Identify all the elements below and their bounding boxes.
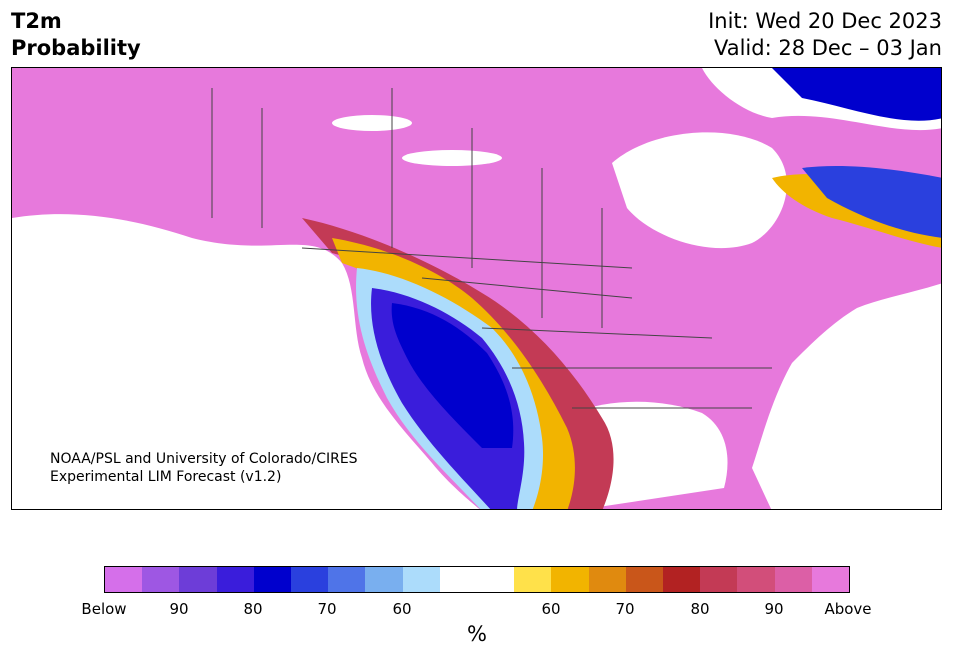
colorbar-tick-label: 70: [615, 600, 635, 618]
colorbar-tick-label: 90: [169, 600, 189, 618]
title-line1: T2m: [11, 9, 62, 33]
hudson-bay: [612, 132, 787, 249]
colorbar-swatch: [551, 567, 589, 592]
credit-text: NOAA/PSL and University of Colorado/CIRE…: [50, 450, 358, 486]
colorbar-tick-label: Above: [824, 600, 872, 618]
colorbar-tick-label: 60: [541, 600, 561, 618]
probability-map: NOAA/PSL and University of Colorado/CIRE…: [11, 67, 942, 510]
colorbar-tick-label: 80: [243, 600, 263, 618]
colorbar-tick-label: 80: [690, 600, 710, 618]
colorbar-swatch: [588, 567, 626, 592]
colorbar-swatch: [253, 567, 292, 592]
colorbar-swatch: [514, 567, 552, 592]
colorbar-swatch: [663, 567, 701, 592]
colorbar-swatch: [737, 567, 775, 592]
colorbar-swatch: [625, 567, 664, 592]
snow-patch: [402, 150, 502, 166]
pacific-ocean: [12, 214, 480, 509]
snow-patch: [332, 115, 412, 131]
atlantic-ocean: [752, 283, 941, 509]
colorbar-swatch: [291, 567, 329, 592]
colorbar-swatch: [402, 567, 440, 592]
colorbar-tick-label: Below: [81, 600, 127, 618]
map-graphic: [12, 68, 941, 509]
colorbar-unit: %: [467, 622, 487, 646]
title-left: T2m Probability: [11, 8, 141, 62]
colorbar-swatch: [477, 567, 515, 592]
credit-line1: NOAA/PSL and University of Colorado/CIRE…: [50, 451, 358, 467]
western-cold-deep: [391, 303, 514, 448]
colorbar: [104, 566, 850, 593]
colorbar-swatch: [365, 567, 403, 592]
border-lines: [211, 88, 772, 409]
valid-range: Valid: 28 Dec – 03 Jan: [713, 36, 942, 60]
labrador-cold: [772, 68, 941, 121]
colorbar-swatch: [700, 567, 738, 592]
colorbar-swatch: [439, 567, 478, 592]
title-line2: Probability: [11, 36, 141, 60]
colorbar-tick-label: 90: [764, 600, 784, 618]
colorbar-tick-label: 60: [392, 600, 412, 618]
colorbar-swatch: [105, 567, 143, 592]
colorbar-swatch: [811, 567, 850, 592]
colorbar-swatch: [774, 567, 812, 592]
colorbar-swatch: [216, 567, 254, 592]
colorbar-tick-label: 70: [317, 600, 337, 618]
credit-line2: Experimental LIM Forecast (v1.2): [50, 469, 282, 485]
init-date: Init: Wed 20 Dec 2023: [708, 9, 942, 33]
title-right: Init: Wed 20 Dec 2023 Valid: 28 Dec – 03…: [708, 8, 942, 62]
colorbar-swatch: [142, 567, 180, 592]
colorbar-swatch: [328, 567, 366, 592]
colorbar-swatch: [179, 567, 217, 592]
east-canada-cold-core: [802, 166, 941, 238]
orange-band: [332, 238, 575, 509]
